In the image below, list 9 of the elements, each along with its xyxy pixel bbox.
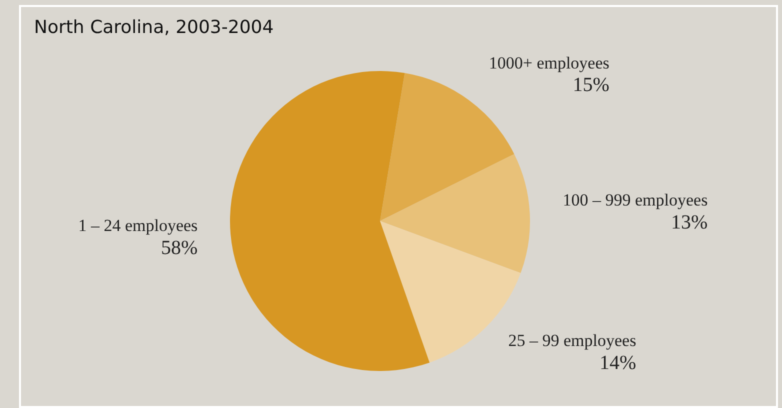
data-label: 58% (160, 236, 198, 259)
slice-label: 1000+ employees (488, 53, 610, 72)
data-label: 15% (572, 74, 610, 96)
slice-label: 100 – 999 employees (562, 190, 708, 210)
chart-title: North Carolina, 2003-2004 (34, 17, 274, 38)
data-label: 14% (600, 352, 636, 374)
slice-label: 25 – 99 employees (508, 330, 636, 350)
slice-label: 1 – 24 employees (78, 216, 198, 236)
data-label: 13% (671, 211, 708, 234)
